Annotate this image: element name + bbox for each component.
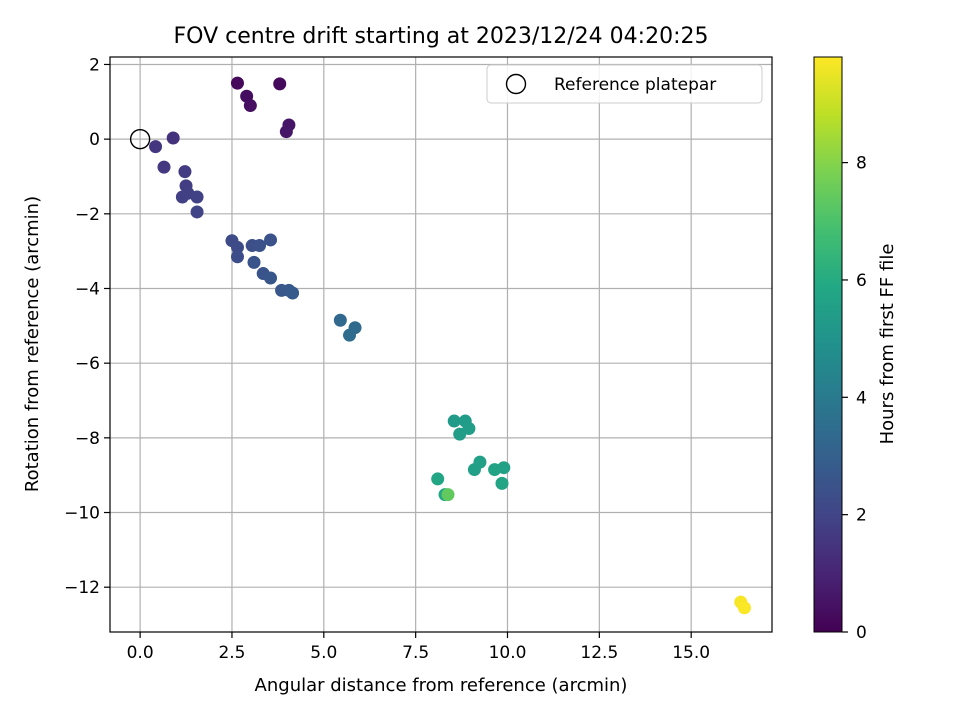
- y-tick-label: −2: [75, 205, 100, 225]
- y-tick-label: −12: [64, 578, 100, 598]
- data-point: [157, 160, 171, 174]
- legend-box: [486, 64, 763, 104]
- y-tick-label: 0: [89, 130, 100, 150]
- data-point: [230, 240, 244, 254]
- y-axis-ticks: 2 0 −2 −4 −6 −8 −10 −12: [64, 55, 110, 598]
- x-tick-label: 10.0: [489, 643, 527, 663]
- x-axis-label: Angular distance from reference (arcmin): [255, 675, 628, 696]
- data-point: [286, 286, 300, 300]
- data-point: [279, 125, 293, 139]
- data-point: [264, 271, 278, 285]
- data-point: [247, 255, 261, 269]
- grid: [110, 57, 772, 632]
- colorbar-tick-label: 0: [856, 623, 867, 643]
- data-point: [343, 328, 357, 342]
- colorbar-tick-label: 6: [856, 271, 867, 291]
- y-tick-label: −4: [75, 279, 100, 299]
- x-tick-label: 15.0: [672, 643, 710, 663]
- data-point: [190, 190, 204, 204]
- data-point: [243, 99, 257, 113]
- y-tick-label: 2: [89, 55, 100, 75]
- plot-frame: [109, 56, 773, 633]
- colorbar-label: Hours from first FF file: [877, 244, 898, 445]
- data-point: [166, 131, 180, 145]
- x-tick-label: 2.5: [218, 643, 245, 663]
- legend: Reference platepar: [486, 64, 763, 104]
- colorbar-tick-label: 8: [856, 154, 867, 174]
- y-tick-label: −8: [75, 429, 100, 449]
- y-tick-label: −10: [64, 504, 100, 524]
- data-point: [447, 414, 461, 428]
- data-point: [230, 250, 244, 264]
- chart-title: FOV centre drift starting at 2023/12/24 …: [174, 24, 709, 49]
- x-tick-label: 12.5: [580, 643, 618, 663]
- x-axis-ticks: 0.0 2.5 5.0 7.5 10.0 12.5 15.0: [127, 632, 710, 663]
- y-tick-label: −6: [75, 354, 100, 374]
- colorbar-tick-label: 4: [856, 388, 867, 408]
- colorbar: 0 2 4 6 8 Hours from first FF file: [813, 56, 898, 643]
- y-axis-label: Rotation from reference (arcmin): [22, 196, 43, 492]
- data-point: [230, 76, 244, 90]
- reference-platepar-marker: [129, 128, 151, 150]
- data-point: [453, 427, 467, 441]
- data-point: [149, 140, 163, 154]
- colorbar-gradient: [813, 56, 843, 633]
- data-point: [333, 313, 347, 327]
- data-point: [431, 472, 445, 486]
- data-point: [441, 488, 455, 502]
- legend-label: Reference platepar: [554, 75, 716, 95]
- data-point: [178, 165, 192, 179]
- data-point: [495, 476, 509, 490]
- colorbar-tick-label: 2: [856, 506, 867, 526]
- data-points: [129, 76, 751, 615]
- data-point: [737, 601, 751, 615]
- data-point: [253, 239, 267, 253]
- data-point: [264, 233, 278, 247]
- data-point: [488, 463, 502, 477]
- data-point: [467, 463, 481, 477]
- colorbar-ticks: 0 2 4 6 8: [842, 154, 867, 643]
- legend-marker-open-circle: [505, 73, 527, 95]
- data-point: [190, 205, 204, 219]
- x-tick-label: 7.5: [402, 643, 429, 663]
- data-point: [175, 190, 189, 204]
- x-tick-label: 5.0: [310, 643, 337, 663]
- x-tick-label: 0.0: [127, 643, 154, 663]
- data-point: [273, 77, 287, 91]
